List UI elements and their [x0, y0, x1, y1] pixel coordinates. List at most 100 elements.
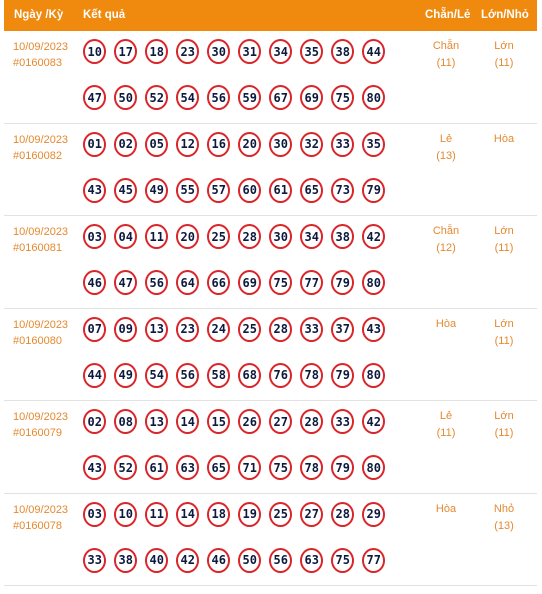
- number-ball: 79: [331, 270, 355, 295]
- lon-nho-stat: Lớn (11): [484, 408, 524, 442]
- number-ball: 15: [207, 409, 231, 434]
- result-numbers: 02 08 13 14 15 26 27 28 33 42 43 52 61 63 65 71 75 78 79 80: [83, 409, 393, 501]
- table-row: 10/09/2023 #0160083 10 17 18 23 30 31 34 35 38 44 47…: [4, 31, 537, 124]
- number-ball: 12: [176, 131, 200, 157]
- number-ball: 64: [176, 270, 200, 295]
- number-ball: 46: [207, 547, 231, 573]
- number-ball: 44: [362, 39, 386, 64]
- number-ball: 20: [176, 224, 200, 249]
- number-ball: 19: [238, 501, 262, 527]
- number-ball: 04: [114, 224, 138, 249]
- number-ball: 47: [114, 270, 138, 295]
- number-ball: 79: [331, 455, 355, 480]
- chan-le-value: Chẵn: [432, 225, 460, 237]
- number-ball: 75: [331, 85, 355, 110]
- number-ball: 28: [269, 316, 293, 342]
- number-ball: 14: [176, 409, 200, 434]
- number-ball: 42: [362, 409, 386, 434]
- draw-date-ky: 10/09/2023 #0160083: [13, 39, 68, 71]
- number-ball: 50: [238, 547, 262, 573]
- number-ball: 28: [331, 501, 355, 527]
- number-row: 47 50 52 54 56 59 67 69 75 80: [83, 85, 393, 110]
- chan-le-count: (12): [436, 242, 456, 254]
- number-ball: 28: [300, 409, 324, 434]
- number-ball: 30: [207, 39, 231, 64]
- lon-nho-stat: Hòa: [484, 131, 524, 148]
- lon-nho-count: (13): [494, 519, 514, 532]
- number-ball: 49: [114, 362, 138, 388]
- results-table: Ngày /Kỳ Kết quả Chẵn/Lẻ Lớn/Nhỏ 10/09/2…: [4, 0, 537, 586]
- number-ball: 56: [269, 547, 293, 573]
- number-ball: 37: [331, 316, 355, 342]
- number-ball: 25: [269, 501, 293, 527]
- number-ball: 33: [331, 131, 355, 157]
- draw-id: #0160081: [13, 242, 62, 254]
- number-ball: 77: [300, 270, 324, 295]
- draw-id: #0160082: [13, 149, 62, 162]
- number-ball: 42: [176, 547, 200, 573]
- table-row: 10/09/2023 #0160078 03 10 11 14 18 19 25 27 28 29 33…: [4, 494, 537, 586]
- number-row: 07 09 13 23 24 25 28 33 37 43: [83, 316, 393, 342]
- draw-id: #0160083: [13, 57, 62, 69]
- number-ball: 60: [238, 177, 262, 203]
- number-ball: 78: [300, 362, 324, 388]
- number-ball: 63: [176, 455, 200, 480]
- number-ball: 56: [207, 85, 231, 110]
- number-ball: 54: [176, 85, 200, 110]
- number-ball: 49: [145, 177, 169, 203]
- number-ball: 07: [83, 316, 107, 342]
- lon-nho-value: Lớn: [494, 225, 514, 237]
- lon-nho-value: Lớn: [494, 317, 514, 330]
- table-row: 10/09/2023 #0160081 03 04 11 20 25 28 30 34 38 42 46…: [4, 216, 537, 309]
- table-row: 10/09/2023 #0160082 01 02 05 12 16 20 30 32 33 35 43…: [4, 124, 537, 216]
- number-ball: 29: [362, 501, 386, 527]
- number-ball: 69: [238, 270, 262, 295]
- number-ball: 77: [362, 547, 386, 573]
- chan-le-value: Lẻ: [439, 132, 453, 145]
- number-ball: 33: [300, 316, 324, 342]
- number-ball: 02: [114, 131, 138, 157]
- number-ball: 58: [207, 362, 231, 388]
- number-ball: 79: [362, 177, 386, 203]
- result-numbers: 01 02 05 12 16 20 30 32 33 35 43 45 49 55 57 60 61 65 73 79: [83, 131, 393, 224]
- number-ball: 02: [83, 409, 107, 434]
- number-ball: 03: [83, 501, 107, 527]
- number-row: 03 10 11 14 18 19 25 27 28 29: [83, 501, 393, 527]
- lon-nho-value: Nhỏ: [493, 502, 515, 515]
- number-ball: 38: [331, 224, 355, 249]
- draw-id: #0160078: [13, 519, 62, 532]
- chan-le-stat: Hòa: [426, 501, 466, 518]
- number-ball: 43: [83, 455, 107, 480]
- number-ball: 73: [331, 177, 355, 203]
- number-ball: 14: [176, 501, 200, 527]
- number-ball: 11: [145, 224, 169, 249]
- number-ball: 75: [331, 547, 355, 573]
- number-ball: 80: [362, 85, 386, 110]
- number-ball: 54: [145, 362, 169, 388]
- number-ball: 28: [238, 224, 262, 249]
- number-ball: 35: [300, 39, 324, 64]
- draw-date: 10/09/2023: [13, 226, 69, 238]
- number-ball: 52: [145, 85, 169, 110]
- lon-nho-value: Lớn: [494, 410, 514, 422]
- header-chan-le: Chẵn/Lẻ: [425, 9, 471, 21]
- chan-le-value: Hòa: [435, 502, 457, 515]
- number-ball: 76: [269, 362, 293, 388]
- number-ball: 26: [238, 409, 262, 434]
- lon-nho-stat: Lớn (11): [484, 223, 524, 257]
- number-ball: 13: [145, 316, 169, 342]
- draw-date-ky: 10/09/2023 #0160078: [13, 502, 68, 534]
- number-ball: 38: [331, 39, 355, 64]
- number-ball: 47: [83, 85, 107, 110]
- number-ball: 16: [207, 131, 231, 157]
- number-row: 46 47 56 64 66 69 75 77 79 80: [83, 270, 393, 295]
- chan-le-stat: Lẻ (13): [426, 131, 466, 165]
- number-ball: 35: [362, 131, 386, 157]
- table-row: 10/09/2023 #0160079 02 08 13 14 15 26 27 28 33 42 43…: [4, 401, 537, 494]
- lon-nho-count: (11): [494, 242, 514, 254]
- draw-date-ky: 10/09/2023 #0160080: [13, 317, 68, 349]
- number-ball: 43: [83, 177, 107, 203]
- number-ball: 30: [269, 131, 293, 157]
- number-ball: 11: [145, 501, 169, 527]
- number-row: 43 45 49 55 57 60 61 65 73 79: [83, 177, 393, 203]
